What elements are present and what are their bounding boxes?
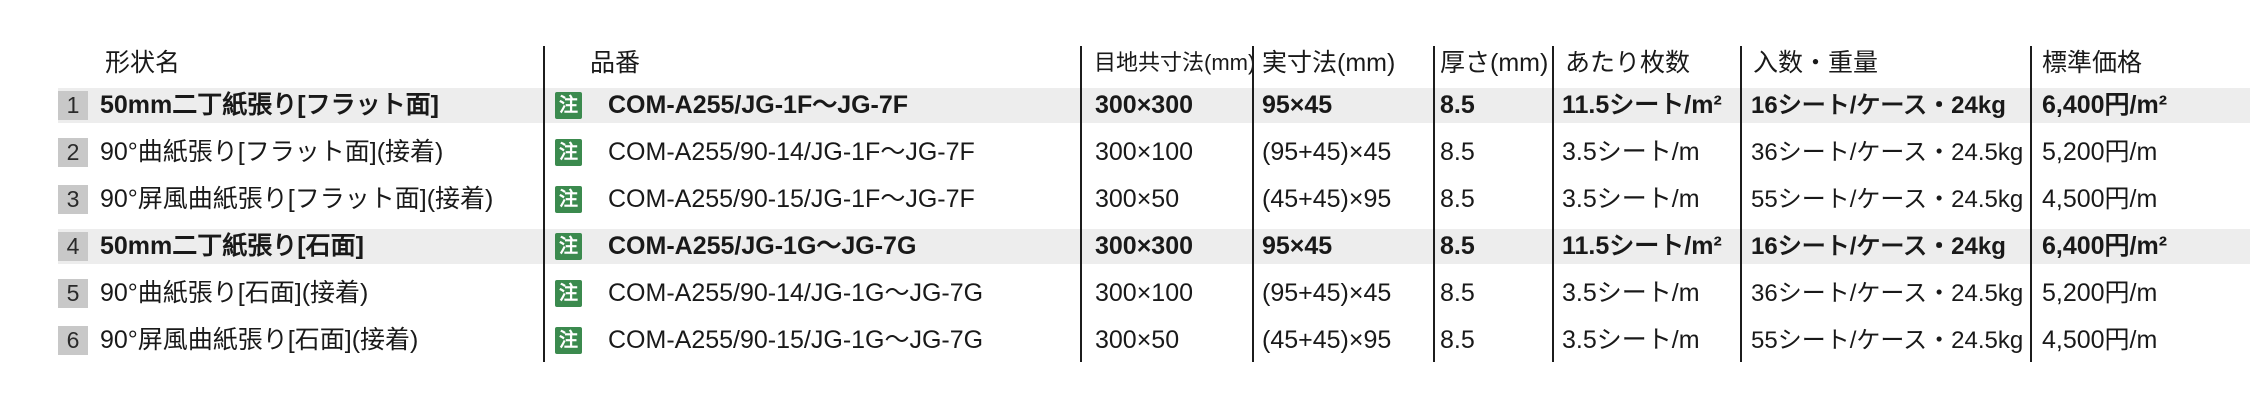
note-badge: 注: [555, 92, 582, 119]
qty-weight-cell: 55シート/ケース・24.5kg: [1751, 327, 2024, 354]
row-number-badge: 2: [58, 138, 88, 167]
shape-name-cell: 50mm二丁紙張り[フラット面]: [100, 91, 439, 119]
shape-name-cell: 50mm二丁紙張り[石面]: [100, 232, 364, 260]
actual-size-cell: (45+45)×95: [1262, 326, 1392, 354]
joint-size-cell: 300×100: [1095, 279, 1194, 307]
product-code-cell: COM-A255/90-15/JG-1G～JG-7G: [608, 326, 984, 354]
price-cell: 5,200円/m: [2042, 279, 2158, 307]
thickness-cell: 8.5: [1440, 185, 1475, 213]
per-area-cell: 3.5シート/m: [1562, 279, 1700, 307]
shape-name-cell: 90°屏風曲紙張り[フラット面](接着): [100, 185, 494, 213]
table-row: 1 50mm二丁紙張り[フラット面] 注 COM-A255/JG-1F～JG-7…: [0, 88, 2258, 123]
col-header-actual-size: 実寸法(mm): [1262, 49, 1396, 77]
col-header-shape: 形状名: [105, 49, 181, 77]
col-header-joint-size: 目地共寸法(mm): [1094, 50, 1256, 75]
note-badge: 注: [555, 327, 582, 354]
joint-size-cell: 300×100: [1095, 138, 1194, 166]
row-number-badge: 5: [58, 279, 88, 308]
qty-weight-cell: 36シート/ケース・24.5kg: [1751, 139, 2024, 166]
col-header-price: 標準価格: [2042, 49, 2143, 77]
actual-size-cell: (45+45)×95: [1262, 185, 1392, 213]
joint-size-cell: 300×50: [1095, 185, 1180, 213]
actual-size-cell: (95+45)×45: [1262, 279, 1392, 307]
per-area-cell: 3.5シート/m: [1562, 326, 1700, 354]
joint-size-cell: 300×50: [1095, 326, 1180, 354]
joint-size-cell: 300×300: [1095, 91, 1194, 119]
qty-weight-cell: 16シート/ケース・24kg: [1751, 233, 2006, 260]
thickness-cell: 8.5: [1440, 232, 1475, 260]
column-divider: [1080, 46, 1082, 362]
thickness-cell: 8.5: [1440, 138, 1475, 166]
column-divider: [1433, 46, 1435, 362]
row-number-badge: 6: [58, 326, 88, 355]
qty-weight-cell: 16シート/ケース・24kg: [1751, 92, 2006, 119]
note-badge: 注: [555, 186, 582, 213]
col-header-product: 品番: [590, 49, 641, 77]
actual-size-cell: 95×45: [1262, 232, 1333, 260]
price-cell: 6,400円/m²: [2042, 91, 2168, 119]
table-row: 4 50mm二丁紙張り[石面] 注 COM-A255/JG-1G～JG-7G 3…: [0, 229, 2258, 264]
column-divider: [1740, 46, 1742, 362]
product-code-cell: COM-A255/JG-1F～JG-7F: [608, 91, 909, 119]
shape-name-cell: 90°曲紙張り[フラット面](接着): [100, 138, 444, 166]
actual-size-cell: (95+45)×45: [1262, 138, 1392, 166]
price-cell: 4,500円/m: [2042, 326, 2158, 354]
per-area-cell: 3.5シート/m: [1562, 138, 1700, 166]
price-cell: 5,200円/m: [2042, 138, 2158, 166]
price-cell: 6,400円/m²: [2042, 232, 2168, 260]
actual-size-cell: 95×45: [1262, 91, 1333, 119]
column-divider: [543, 46, 545, 362]
table-row: 5 90°曲紙張り[石面](接着) 注 COM-A255/90-14/JG-1G…: [0, 276, 2258, 311]
note-badge: 注: [555, 233, 582, 260]
shape-name-cell: 90°屏風曲紙張り[石面](接着): [100, 326, 419, 354]
row-number-badge: 1: [58, 91, 88, 120]
qty-weight-cell: 55シート/ケース・24.5kg: [1751, 186, 2024, 213]
qty-weight-cell: 36シート/ケース・24.5kg: [1751, 280, 2024, 307]
product-code-cell: COM-A255/JG-1G～JG-7G: [608, 232, 917, 260]
thickness-cell: 8.5: [1440, 279, 1475, 307]
thickness-cell: 8.5: [1440, 326, 1475, 354]
shape-name-cell: 90°曲紙張り[石面](接着): [100, 279, 369, 307]
product-code-cell: COM-A255/90-15/JG-1F～JG-7F: [608, 185, 975, 213]
per-area-cell: 11.5シート/m²: [1562, 232, 1722, 260]
note-badge: 注: [555, 280, 582, 307]
table-row: 2 90°曲紙張り[フラット面](接着) 注 COM-A255/90-14/JG…: [0, 135, 2258, 170]
per-area-cell: 11.5シート/m²: [1562, 91, 1722, 119]
row-number-badge: 3: [58, 185, 88, 214]
per-area-cell: 3.5シート/m: [1562, 185, 1700, 213]
table-row: 3 90°屏風曲紙張り[フラット面](接着) 注 COM-A255/90-15/…: [0, 182, 2258, 217]
product-code-cell: COM-A255/90-14/JG-1F～JG-7F: [608, 138, 975, 166]
note-badge: 注: [555, 139, 582, 166]
col-header-thickness: 厚さ(mm): [1440, 49, 1549, 77]
row-highlight: [58, 88, 2250, 123]
column-divider: [2030, 46, 2032, 362]
col-header-qty-weight: 入数・重量: [1753, 49, 1879, 77]
row-highlight: [58, 229, 2250, 264]
joint-size-cell: 300×300: [1095, 232, 1194, 260]
column-divider: [1252, 46, 1254, 362]
row-number-badge: 4: [58, 232, 88, 261]
table-row: 6 90°屏風曲紙張り[石面](接着) 注 COM-A255/90-15/JG-…: [0, 323, 2258, 358]
thickness-cell: 8.5: [1440, 91, 1475, 119]
price-cell: 4,500円/m: [2042, 185, 2158, 213]
col-header-per-area: あたり枚数: [1565, 49, 1691, 77]
column-divider: [1552, 46, 1554, 362]
product-code-cell: COM-A255/90-14/JG-1G～JG-7G: [608, 279, 984, 307]
